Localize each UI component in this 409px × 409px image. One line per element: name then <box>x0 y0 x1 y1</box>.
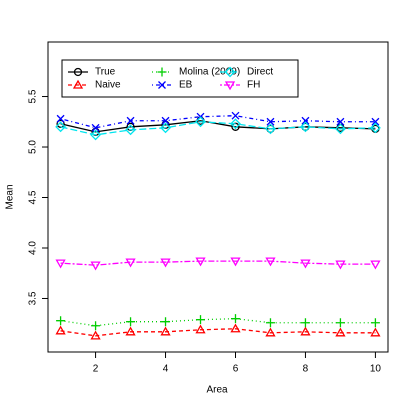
legend-label: FH <box>247 80 260 91</box>
marker <box>265 318 275 328</box>
marker <box>335 318 345 328</box>
series-line <box>60 328 376 337</box>
legend-label: Naive <box>95 80 121 91</box>
marker <box>335 123 346 135</box>
marker <box>126 116 135 125</box>
y-tick-label: 5.0 <box>28 140 39 154</box>
x-tick-label: 4 <box>163 364 169 375</box>
x-axis-label: Area <box>206 385 228 396</box>
marker <box>56 316 66 326</box>
marker <box>90 261 101 271</box>
y-axis-label: Mean <box>5 184 16 209</box>
marker <box>230 257 241 267</box>
marker <box>56 114 65 123</box>
marker <box>370 327 381 337</box>
marker <box>90 330 101 340</box>
marker <box>231 111 240 120</box>
marker <box>72 79 84 89</box>
marker <box>195 324 206 334</box>
series-line <box>60 121 376 136</box>
marker <box>369 122 381 134</box>
legend-label: EB <box>179 80 193 91</box>
marker <box>300 259 311 269</box>
series-line <box>60 120 376 133</box>
marker <box>55 121 67 133</box>
marker <box>160 258 171 268</box>
marker <box>301 116 310 125</box>
y-tick-label: 5.5 <box>28 89 39 103</box>
marker <box>160 326 171 336</box>
marker <box>300 326 311 336</box>
y-tick-label: 4.0 <box>28 241 39 255</box>
marker <box>125 326 136 336</box>
marker <box>335 327 346 337</box>
series-line <box>60 260 376 266</box>
legend-label: Direct <box>247 67 273 78</box>
marker <box>125 124 136 136</box>
marker <box>55 325 66 335</box>
marker <box>300 318 310 328</box>
marker <box>224 81 236 91</box>
marker <box>91 123 100 132</box>
marker <box>336 117 345 126</box>
marker <box>265 327 276 337</box>
marker <box>195 116 206 128</box>
marker <box>300 121 311 133</box>
y-tick-label: 3.5 <box>28 291 39 305</box>
x-tick-label: 2 <box>93 364 99 375</box>
marker <box>158 81 166 89</box>
marker <box>126 317 136 327</box>
marker <box>370 260 381 270</box>
marker <box>160 122 171 134</box>
plot-box <box>47 41 389 353</box>
marker <box>265 123 276 135</box>
marker <box>161 116 170 125</box>
marker <box>55 259 66 269</box>
y-tick-label: 4.5 <box>28 190 39 204</box>
marker <box>371 117 380 126</box>
marker <box>125 258 136 268</box>
x-tick-label: 10 <box>370 364 382 375</box>
series-line <box>60 115 376 129</box>
marker <box>370 318 380 328</box>
marker <box>91 321 101 331</box>
marker <box>230 314 240 324</box>
marker <box>196 315 206 325</box>
marker <box>230 118 241 130</box>
marker <box>73 67 83 77</box>
series-line <box>60 318 376 327</box>
marker <box>90 129 101 141</box>
marker <box>157 67 167 77</box>
marker <box>266 117 275 126</box>
x-tick-label: 6 <box>233 364 239 375</box>
marker <box>161 317 171 327</box>
marker <box>335 260 346 270</box>
legend-box <box>61 59 299 98</box>
marker <box>265 257 276 267</box>
x-tick-label: 8 <box>303 364 309 375</box>
marker <box>195 257 206 267</box>
marker <box>230 323 241 333</box>
legend-label: Molina (2009) <box>179 67 240 78</box>
marker <box>224 66 236 78</box>
legend-label: True <box>95 67 116 78</box>
